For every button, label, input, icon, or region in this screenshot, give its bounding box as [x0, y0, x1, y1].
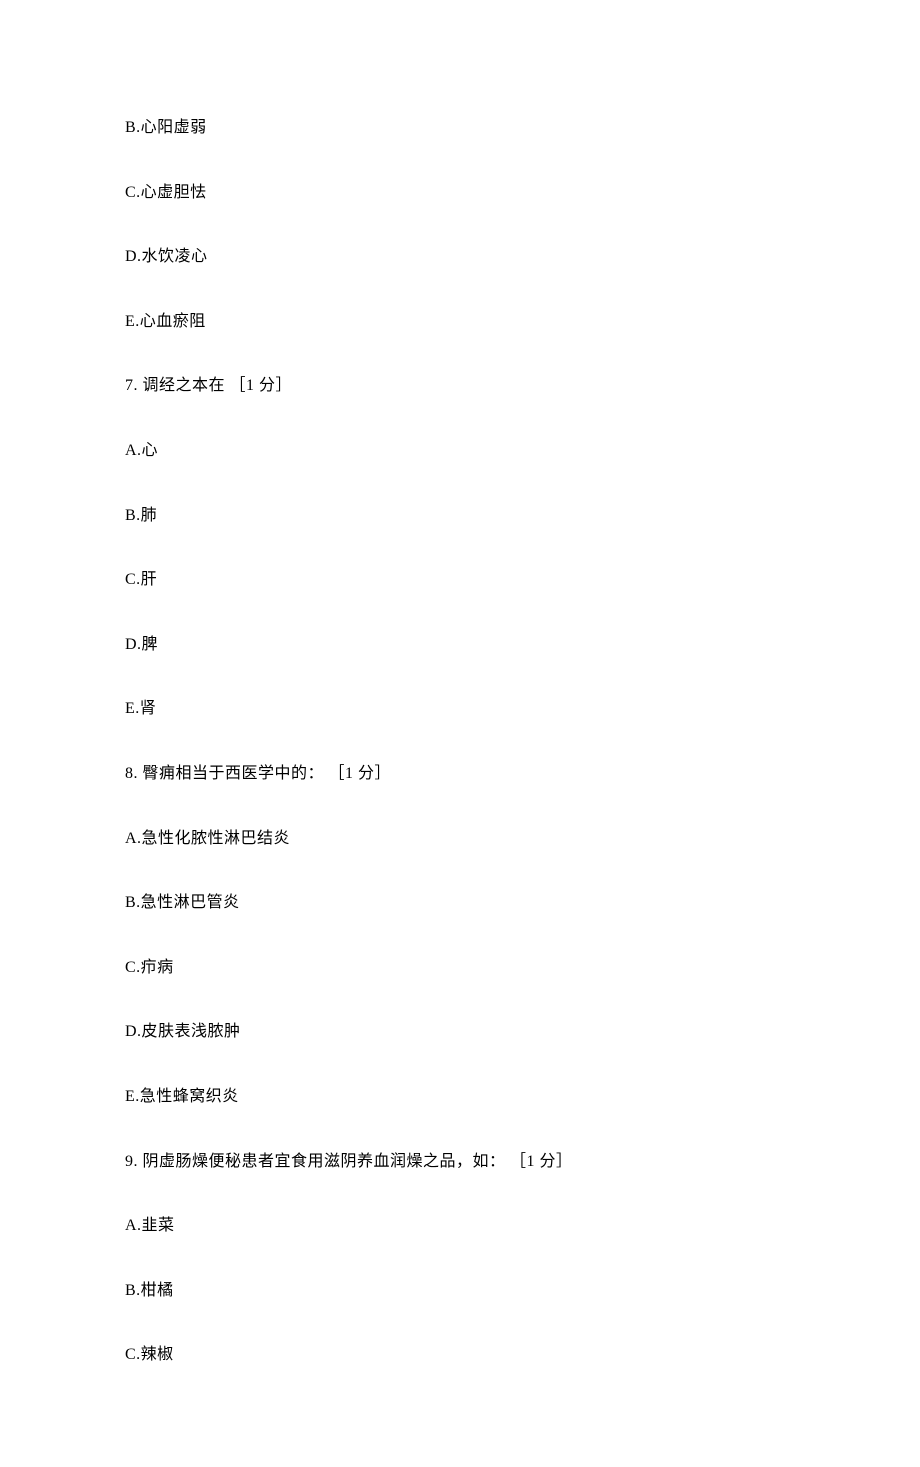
option-text: E.心血瘀阻	[125, 309, 795, 335]
option-text: D.水饮凌心	[125, 244, 795, 270]
option-text: D.皮肤表浅脓肿	[125, 1019, 795, 1045]
option-text: B.柑橘	[125, 1278, 795, 1304]
option-text: A.急性化脓性淋巴结炎	[125, 826, 795, 852]
option-text: D.脾	[125, 632, 795, 658]
option-text: B.肺	[125, 503, 795, 529]
option-text: B.心阳虚弱	[125, 115, 795, 141]
option-text: E.急性蜂窝织炎	[125, 1084, 795, 1110]
option-text: B.急性淋巴管炎	[125, 890, 795, 916]
option-text: C.肝	[125, 567, 795, 593]
option-text: C.辣椒	[125, 1342, 795, 1368]
option-text: A.韭菜	[125, 1213, 795, 1239]
question-text: 7. 调经之本在 ［1 分］	[125, 373, 795, 399]
option-text: C.心虚胆怯	[125, 180, 795, 206]
question-text: 8. 臀痈相当于西医学中的： ［1 分］	[125, 761, 795, 787]
option-text: E.肾	[125, 696, 795, 722]
option-text: A.心	[125, 438, 795, 464]
question-text: 9. 阴虚肠燥便秘患者宜食用滋阴养血润燥之品，如： ［1 分］	[125, 1149, 795, 1175]
option-text: C.疖病	[125, 955, 795, 981]
